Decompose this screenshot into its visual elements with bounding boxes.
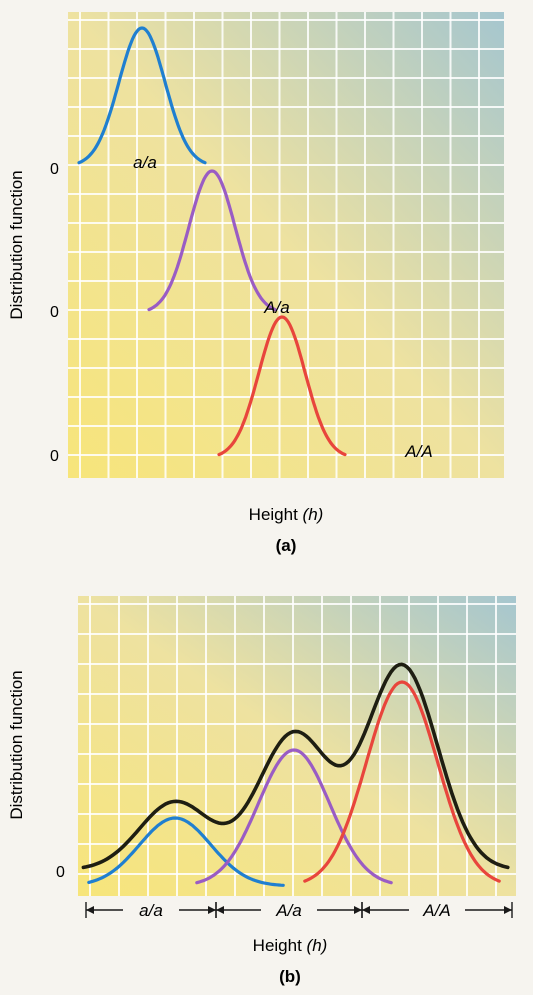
arrowhead-icon <box>216 906 224 914</box>
panel-b-curve-A-a <box>195 748 393 885</box>
range-A-A: A/A <box>361 901 513 920</box>
panel-a-curve-A-A <box>217 315 347 457</box>
arrowhead-icon <box>86 906 94 914</box>
panel-a-caption: (a) <box>276 536 297 555</box>
panel-a-plot-area <box>68 12 504 478</box>
panel-b-genotype-ranges: a/a A/a A/A <box>85 901 513 920</box>
genotype-label-aa: a/a <box>133 153 157 172</box>
panel-b-curve-A-A <box>303 680 501 883</box>
arrowhead-icon <box>208 906 216 914</box>
panel-a-zero-label-2: 0 <box>50 304 59 321</box>
panel-b-plot-area <box>78 596 516 896</box>
panel-b-curve-a-a <box>87 816 285 887</box>
panel-b-curve-total <box>81 662 510 870</box>
panel-a-ylabel: Distribution function <box>7 170 26 319</box>
panel-a-xlabel: Height (h) <box>249 505 324 524</box>
panel-a-zero-label-1: 0 <box>50 161 59 178</box>
panel-a-curve-a-a <box>77 26 207 165</box>
panel-a-grid <box>68 12 504 478</box>
panel-a: Distribution function 0 0 0 a/a A/a A/A … <box>7 12 504 555</box>
arrowhead-icon <box>504 906 512 914</box>
panel-b: Distribution function 0 a/a A/a A/A Height… <box>7 596 516 986</box>
genotype-label-Aa: A/a <box>263 298 290 317</box>
arrowhead-icon <box>362 906 370 914</box>
range-a-a: a/a <box>85 901 217 920</box>
range-label: A/A <box>422 901 450 920</box>
panel-b-zero-label: 0 <box>56 864 65 881</box>
panel-b-ylabel: Distribution function <box>7 670 26 819</box>
arrowhead-icon <box>354 906 362 914</box>
panel-a-curves <box>77 26 347 457</box>
range-A-a: A/a <box>215 901 363 920</box>
range-label: A/a <box>275 901 302 920</box>
panel-a-curve-A-a <box>147 169 277 312</box>
panel-a-zero-label-3: 0 <box>50 448 59 465</box>
panel-b-caption: (b) <box>279 967 301 986</box>
panel-b-xlabel: Height (h) <box>253 936 328 955</box>
genotype-label-AA: A/A <box>404 442 432 461</box>
range-label: a/a <box>139 901 163 920</box>
panel-b-curves <box>81 662 510 887</box>
